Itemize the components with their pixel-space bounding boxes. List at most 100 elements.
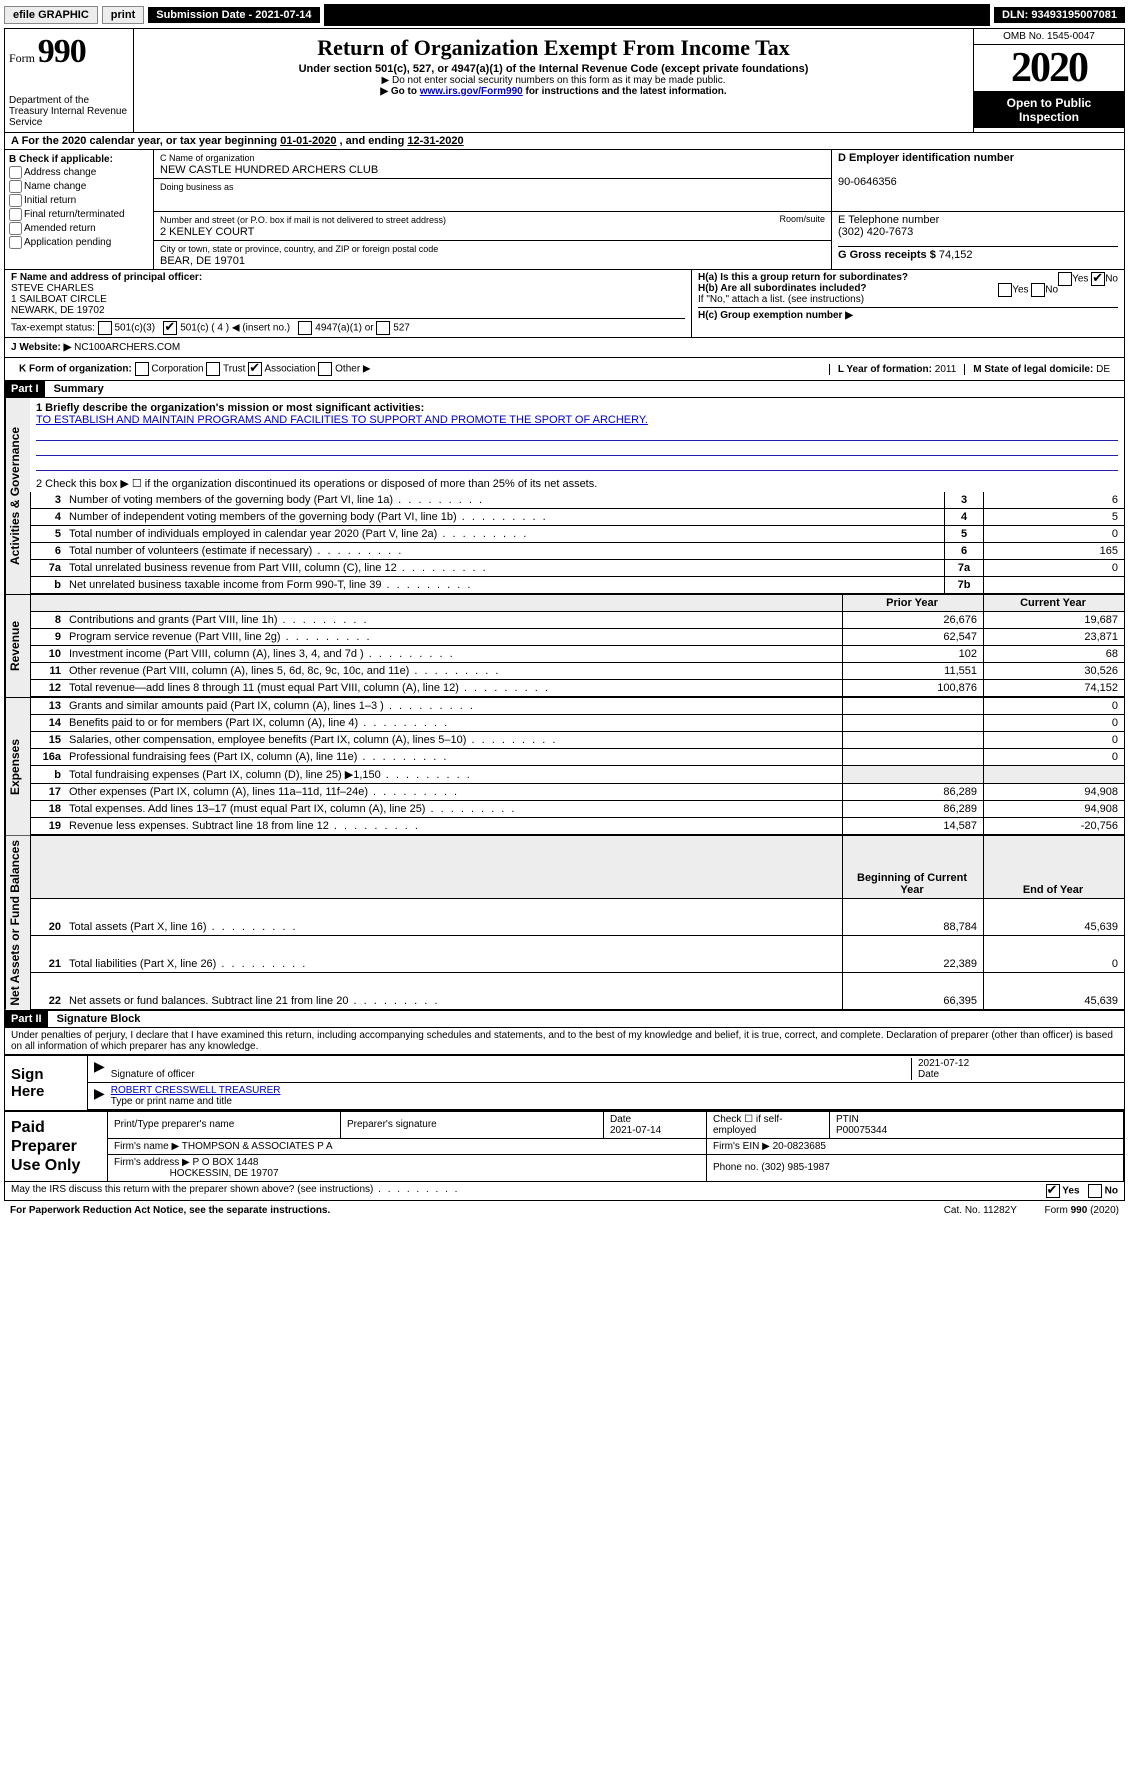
expenses-section: Expenses 13Grants and similar amounts pa… [4,698,1125,836]
dln-label: DLN: 93493195007081 [994,7,1125,23]
form-footer: Form 990 (2020) [1045,1205,1119,1216]
print-button[interactable]: print [102,6,144,24]
sig-date-label: Date [918,1069,939,1080]
tax-year: 2020 [974,45,1124,91]
discuss-label: May the IRS discuss this return with the… [11,1184,459,1198]
chk-amended-return[interactable]: Amended return [9,222,149,235]
year-formation-label: L Year of formation: [838,364,932,375]
status-label: Tax-exempt status: [11,323,95,334]
org-name-label: C Name of organization [160,153,255,163]
tax-exempt-row: Tax-exempt status: 501(c)(3) 501(c) ( 4 … [11,318,685,335]
block-h: H(a) Is this a group return for subordin… [692,270,1124,337]
toolbar-spacer [324,4,990,26]
ptin-value: P00075344 [836,1125,887,1136]
chk-address-change[interactable]: Address change [9,166,149,179]
officer-name-title: ROBERT CRESSWELL TREASURER [111,1085,281,1096]
discuss-no[interactable] [1088,1184,1102,1198]
firm-addr-label: Firm's address ▶ [114,1157,190,1168]
block-f: F Name and address of principal officer:… [5,270,692,337]
sig-officer-label: Signature of officer [111,1069,195,1080]
part2-badge: Part II [5,1011,48,1027]
phone-label: E Telephone number [838,214,939,226]
chk-name-change[interactable]: Name change [9,180,149,193]
chk-527[interactable] [376,321,390,335]
chk-final-return[interactable]: Final return/terminated [9,208,149,221]
chk-initial-return[interactable]: Initial return [9,194,149,207]
vtab-revenue: Revenue [5,595,30,697]
chk-assoc[interactable] [248,362,262,376]
chk-trust[interactable] [206,362,220,376]
kform-label: K Form of organization: [19,364,132,375]
netassets-table: Beginning of Current YearEnd of Year20To… [30,836,1124,1010]
website-label: J Website: ▶ [11,342,71,353]
block-j: J Website: ▶ NC100ARCHERS.COM [4,338,1125,358]
chk-other[interactable] [318,362,332,376]
pra-notice: For Paperwork Reduction Act Notice, see … [10,1205,330,1216]
mission-text: TO ESTABLISH AND MAINTAIN PROGRAMS AND F… [36,414,648,426]
chk-4947[interactable] [298,321,312,335]
pp-sig-label: Preparer's signature [347,1119,437,1130]
chk-501c[interactable] [163,321,177,335]
tax-period-row: A For the 2020 calendar year, or tax yea… [4,133,1125,150]
hb-no[interactable] [1031,283,1045,297]
chk-corp[interactable] [135,362,149,376]
form-note-2: ▶ Go to www.irs.gov/Form990 for instruct… [138,86,969,97]
part1-badge: Part I [5,381,45,397]
revenue-section: Revenue Prior YearCurrent Year8Contribut… [4,595,1125,698]
gross-receipts-label: G Gross receipts $ [838,249,936,261]
pp-date-label: Date [610,1114,631,1125]
form-title: Return of Organization Exempt From Incom… [138,35,969,61]
part1-title: Summary [48,381,110,397]
form-number: 990 [38,33,86,70]
efile-label: efile GRAPHIC [4,6,98,24]
block-f-h-row: F Name and address of principal officer:… [4,270,1125,338]
block-d: D Employer identification number 90-0646… [832,150,1124,211]
declaration-text: Under penalties of perjury, I declare th… [5,1028,1124,1054]
page-footer: For Paperwork Reduction Act Notice, see … [4,1201,1125,1220]
preparer-table: Print/Type preparer's name Preparer's si… [108,1112,1124,1181]
sign-here-label: Sign Here [5,1056,88,1110]
chk-application-pending[interactable]: Application pending [9,236,149,249]
firm-ein-label: Firm's EIN ▶ [713,1141,770,1152]
open-public-badge: Open to Public Inspection [974,91,1124,128]
hb-label: H(b) Are all subordinates included? [698,283,867,294]
phone-value: (302) 420-7673 [838,226,913,238]
part2-title: Signature Block [51,1011,147,1027]
firm-city: HOCKESSIN, DE 19707 [170,1168,279,1179]
ein-value: 90-0646356 [838,176,897,188]
discuss-yes[interactable] [1046,1184,1060,1198]
sig-date: 2021-07-12 [918,1058,969,1069]
form-header: Form 990 Department of the Treasury Inte… [4,28,1125,133]
officer-label: F Name and address of principal officer: [11,272,202,283]
block-e-g: E Telephone number (302) 420-7673 G Gros… [832,212,1124,269]
chk-501c3[interactable] [98,321,112,335]
block-b-label: B Check if applicable: [9,154,113,165]
ptin-label: PTIN [836,1114,859,1125]
pp-date: 2021-07-14 [610,1125,661,1136]
ha-no[interactable] [1091,272,1105,286]
part1-header-row: Part I Summary [4,381,1125,398]
vtab-governance: Activities & Governance [5,398,30,594]
top-toolbar: efile GRAPHIC print Submission Date - 20… [4,4,1125,26]
officer-name: STEVE CHARLES [11,283,94,294]
officer-addr1: 1 SAILBOAT CIRCLE [11,294,107,305]
governance-section: Activities & Governance 1 Briefly descri… [4,398,1125,595]
ha-yes[interactable] [1058,272,1072,286]
org-address: 2 KENLEY COURT [160,226,254,238]
paid-preparer-label: Paid Preparer Use Only [5,1112,108,1182]
form-title-block: Return of Organization Exempt From Incom… [134,29,973,132]
revenue-table: Prior YearCurrent Year8Contributions and… [30,595,1124,697]
dept-label: Department of the Treasury Internal Reve… [9,95,129,128]
firm-phone: (302) 985-1987 [761,1162,829,1173]
form-note-1: ▶ Do not enter social security numbers o… [138,75,969,86]
block-b: B Check if applicable: Address change Na… [5,150,154,269]
firm-name-label: Firm's name ▶ [114,1141,179,1152]
submission-date: Submission Date - 2021-07-14 [148,7,319,23]
irs-link[interactable]: www.irs.gov/Form990 [420,86,523,97]
year-formation-value: 2011 [935,364,957,375]
city-label: City or town, state or province, country… [160,244,438,254]
ein-label: D Employer identification number [838,152,1014,164]
hb-yes[interactable] [998,283,1012,297]
governance-table: 3Number of voting members of the governi… [30,492,1124,594]
arrow-icon: ▶ [94,1058,105,1080]
